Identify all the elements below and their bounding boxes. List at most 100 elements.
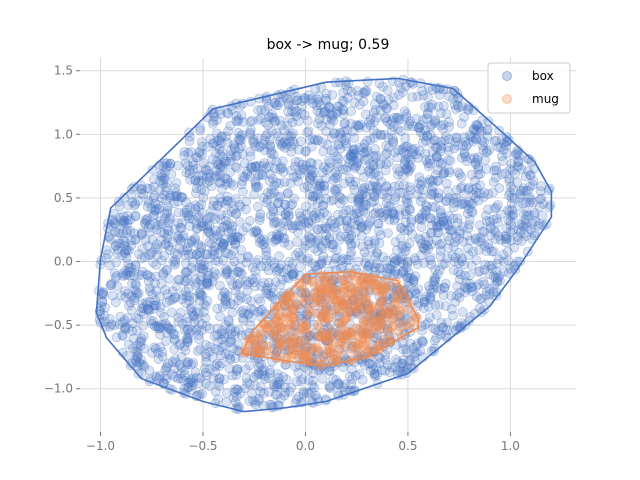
data-point — [369, 191, 380, 202]
data-point — [341, 215, 352, 226]
data-point — [381, 159, 392, 169]
data-point — [144, 365, 155, 376]
data-point — [357, 374, 368, 385]
data-point — [257, 170, 268, 181]
data-point — [362, 76, 373, 87]
data-point — [299, 182, 310, 193]
data-point — [345, 250, 356, 261]
data-point — [389, 256, 400, 267]
data-point — [359, 155, 370, 165]
data-point — [223, 248, 234, 259]
data-point — [408, 342, 419, 353]
data-point — [385, 201, 396, 212]
data-point — [296, 292, 307, 303]
data-point — [316, 121, 327, 131]
data-point — [501, 237, 511, 248]
data-point — [321, 173, 332, 184]
data-point — [328, 374, 339, 384]
data-point — [198, 192, 209, 203]
data-point — [355, 217, 366, 228]
data-point — [120, 265, 131, 276]
data-point — [481, 146, 492, 156]
data-point — [211, 171, 222, 182]
data-point — [415, 346, 426, 356]
data-point — [283, 187, 293, 198]
data-point — [411, 149, 421, 160]
data-point — [369, 196, 380, 207]
data-point — [366, 243, 377, 254]
data-point — [309, 135, 320, 145]
data-point — [149, 300, 160, 311]
data-point — [391, 354, 401, 365]
data-point — [294, 157, 305, 168]
data-point — [341, 313, 352, 324]
data-point — [328, 175, 338, 185]
data-point — [170, 183, 181, 194]
data-point — [435, 284, 446, 295]
data-point — [241, 222, 252, 233]
data-point — [221, 299, 232, 310]
data-point — [530, 216, 541, 227]
data-point — [429, 116, 440, 127]
data-point — [197, 170, 208, 181]
data-point — [358, 96, 369, 107]
data-point — [282, 346, 293, 357]
data-point — [368, 364, 379, 375]
data-point — [500, 231, 511, 242]
data-point — [113, 196, 124, 207]
data-point — [202, 277, 213, 288]
data-point — [375, 105, 386, 115]
data-point — [400, 314, 411, 325]
data-point — [338, 105, 349, 116]
data-point — [261, 131, 271, 142]
data-point — [509, 242, 520, 253]
data-point — [274, 230, 285, 241]
y-tick-label: −0.5 — [44, 318, 73, 332]
data-point — [345, 119, 356, 129]
data-point — [337, 95, 348, 106]
data-point — [431, 310, 442, 320]
data-point — [414, 123, 425, 133]
data-point — [321, 88, 332, 99]
data-point — [284, 210, 295, 221]
data-point — [180, 286, 191, 297]
data-point — [373, 351, 384, 362]
data-point — [109, 208, 120, 219]
data-point — [269, 98, 280, 108]
data-point — [230, 353, 241, 364]
data-point — [304, 172, 315, 183]
data-point — [290, 250, 301, 261]
data-point — [268, 212, 279, 223]
data-point — [110, 241, 121, 252]
data-point — [166, 324, 177, 335]
data-point — [457, 181, 467, 192]
data-point — [388, 92, 399, 103]
data-point — [343, 153, 354, 164]
data-point — [215, 177, 226, 188]
data-point — [203, 280, 214, 291]
data-point — [134, 357, 145, 368]
data-point — [213, 159, 224, 170]
data-point — [310, 261, 321, 272]
data-point — [524, 197, 535, 208]
data-point — [244, 215, 255, 226]
data-point — [182, 333, 193, 344]
data-point — [169, 363, 180, 374]
data-point — [257, 169, 268, 180]
data-point — [245, 116, 256, 127]
data-point — [440, 196, 451, 207]
data-point — [318, 251, 329, 262]
data-point — [153, 347, 163, 358]
data-point — [289, 321, 300, 332]
data-point — [123, 200, 134, 211]
data-point — [489, 136, 500, 147]
data-point — [420, 135, 431, 146]
data-point — [435, 146, 446, 157]
data-point — [215, 226, 226, 237]
data-point — [261, 261, 271, 272]
data-point — [120, 237, 131, 247]
data-point — [438, 290, 449, 301]
data-point — [344, 158, 355, 168]
data-point — [518, 183, 529, 194]
data-point — [469, 132, 480, 143]
